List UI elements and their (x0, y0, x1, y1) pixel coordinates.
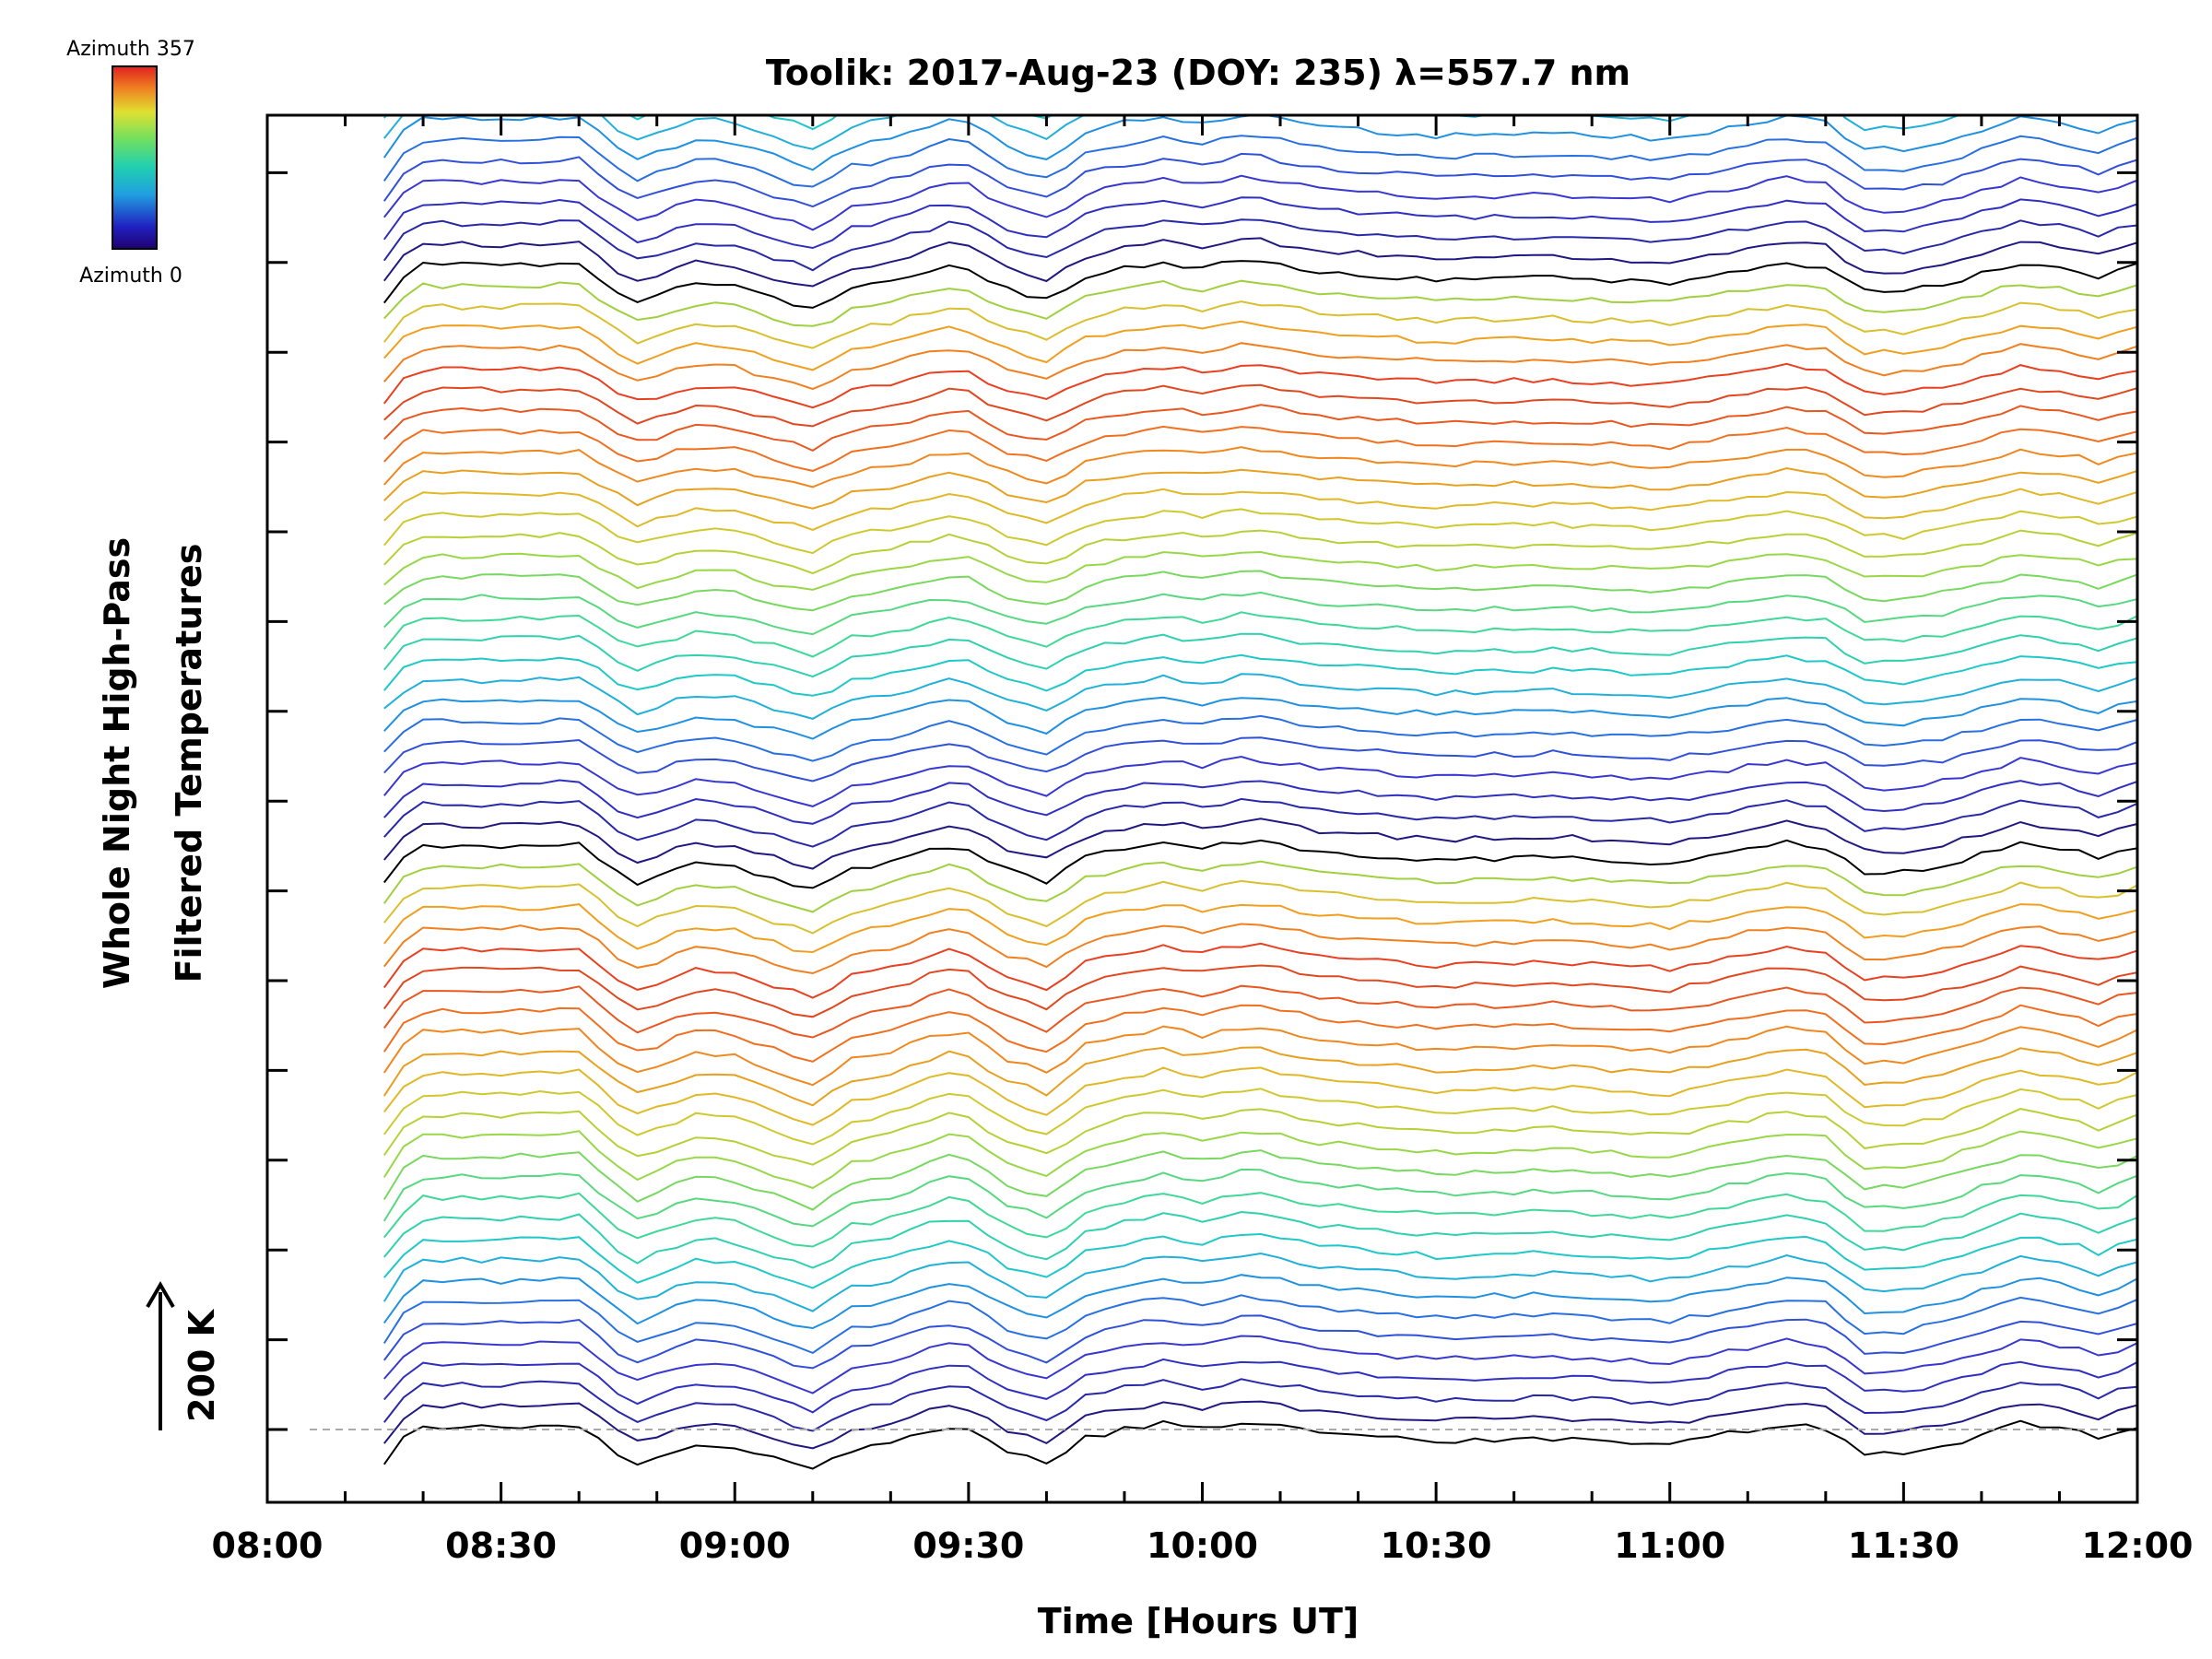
temperature-trace (383, 591, 2137, 636)
temperature-trace (384, 0, 2137, 28)
temperature-trace (382, 1294, 2137, 1355)
temperature-trace (383, 696, 2137, 740)
temperature-trace (383, 260, 2137, 309)
temperature-trace (383, 425, 2137, 472)
temperature-trace (383, 529, 2137, 575)
temperature-trace (383, 755, 2137, 807)
temperature-trace (383, 903, 2137, 954)
temperature-trace (383, 653, 2137, 697)
temperature-trace (383, 714, 2137, 762)
temperature-trace (383, 1314, 2137, 1370)
temperature-trace (383, 550, 2137, 591)
temperature-trace (383, 488, 2137, 531)
x-tick-label: 11:00 (1614, 1525, 1725, 1566)
temperature-trace (382, 1108, 2137, 1166)
x-tick-label: 12:00 (2082, 1525, 2194, 1566)
y-axis-label-line2: Filtered Temperatures (169, 544, 209, 983)
temperature-trace (383, 383, 2137, 428)
temperature-trace (383, 570, 2137, 612)
y-axis-label-line1: Whole Night High-Pass (97, 537, 137, 989)
temperature-trace (382, 1274, 2137, 1330)
temperature-trace (382, 984, 2137, 1039)
temperature-trace (382, 135, 2137, 188)
temperature-trace (383, 611, 2137, 658)
colorbar-bottom-label: Azimuth 0 (79, 265, 182, 288)
temperature-trace (382, 218, 2137, 272)
temperature-trace (382, 1252, 2137, 1312)
temperature-trace (382, 964, 2137, 1018)
temperature-trace (383, 923, 2137, 975)
scale-arrow-head (146, 1281, 175, 1309)
temperature-trace (383, 115, 1962, 150)
temperature-trace (384, 0, 2137, 4)
temperature-trace (382, 1130, 2137, 1190)
x-tick-label: 09:00 (679, 1525, 791, 1566)
colorbar-top-label: Azimuth 357 (66, 38, 195, 61)
temperature-trace (382, 860, 2137, 913)
temperature-trace (383, 1335, 2137, 1394)
x-axis-label: Time [Hours UT] (1038, 1601, 1359, 1641)
x-tick-label: 09:30 (912, 1525, 1024, 1566)
x-tick-label: 10:30 (1381, 1525, 1492, 1566)
temperature-trace (383, 466, 2137, 510)
temperature-trace (382, 942, 2137, 999)
temperature-trace (382, 196, 2137, 250)
temperature-trace (384, 0, 2137, 44)
temperature-trace (382, 1046, 2137, 1107)
temperature-trace (382, 152, 2137, 208)
temperature-trace (383, 879, 2137, 935)
temperature-trace (383, 446, 2137, 488)
temperature-trace (382, 1168, 2137, 1228)
x-tick-label: 08:30 (445, 1525, 557, 1566)
temperature-trace (383, 1192, 2137, 1248)
x-tick-label: 10:00 (1147, 1525, 1258, 1566)
chart-title: Toolik: 2017-Aug-23 (DOY: 235) λ=557.7 n… (766, 53, 1630, 93)
temperature-trace (383, 1378, 2137, 1432)
trace-group (382, 0, 2137, 1470)
temperature-trace (383, 1066, 2137, 1126)
temperature-trace (383, 1358, 2137, 1414)
temperature-trace (383, 632, 2137, 678)
temperature-trace (383, 1232, 2137, 1289)
temperature-trace (383, 1210, 2137, 1269)
temperature-trace (383, 237, 2137, 288)
temperature-trace (382, 1419, 2137, 1470)
temperature-trace (383, 404, 2137, 453)
temperature-trace (383, 797, 2137, 848)
temperature-trace (383, 300, 2137, 349)
axis-ticks (265, 115, 2139, 1502)
temperature-trace (382, 115, 2137, 171)
temperature-trace (383, 673, 2137, 720)
temperature-trace (383, 736, 2137, 782)
temperature-trace (382, 1004, 2137, 1063)
temperature-trace (382, 1149, 2137, 1211)
temperature-trace (382, 1025, 2137, 1087)
plot-frame (265, 113, 2139, 1504)
temperature-trace (383, 174, 2137, 231)
temperature-trace (383, 1088, 2137, 1146)
x-tick-label: 11:30 (1848, 1525, 1959, 1566)
temperature-trace (383, 779, 2137, 825)
x-tick-labels: 08:00 08:30 09:00 09:30 10:00 10:30 11:00 11:30… (212, 1525, 2194, 1566)
temperature-trace (383, 279, 2137, 327)
temperature-trace (383, 818, 2137, 870)
temperature-trace (383, 508, 2137, 555)
temperature-trace (383, 342, 2137, 391)
colorbar (112, 65, 158, 250)
scale-label: 200 K (182, 1308, 222, 1422)
x-tick-label: 08:00 (212, 1525, 324, 1566)
temperature-trace (383, 362, 2137, 409)
temperature-trace (383, 839, 2137, 889)
temperature-trace (383, 320, 2137, 371)
